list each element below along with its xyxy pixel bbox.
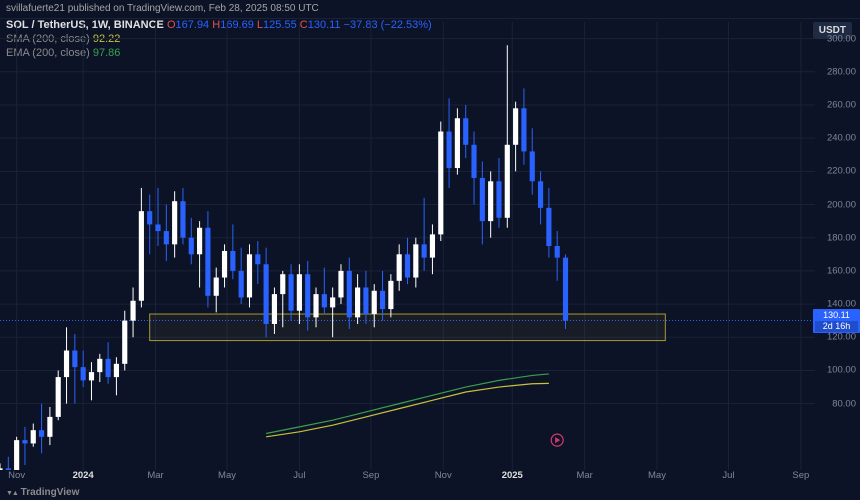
price-tick: 180.00 <box>827 232 856 243</box>
time-tick: Nov <box>435 470 452 481</box>
price-tick: 160.00 <box>827 265 856 276</box>
price-tick: 260.00 <box>827 99 856 110</box>
replay-icon <box>551 434 563 446</box>
time-tick: Jul <box>293 470 305 481</box>
price-tick: 220.00 <box>827 166 856 177</box>
price-tick: 140.00 <box>827 299 856 310</box>
time-tick: Nov <box>8 470 25 481</box>
price-tick: 240.00 <box>827 133 856 144</box>
chart-canvas[interactable] <box>0 22 815 470</box>
time-axis[interactable]: Nov 2024 Mar May Jul Sep Nov 2025 Mar May Jul Sep <box>0 470 815 484</box>
price-tick: 300.00 <box>827 33 856 44</box>
price-tick: 200.00 <box>827 199 856 210</box>
price-tick: 100.00 <box>827 365 856 376</box>
time-tick: May <box>218 470 236 481</box>
tradingview-logo[interactable]: ▼▲ TradingView <box>6 487 79 498</box>
price-tick: 80.00 <box>832 398 856 409</box>
time-tick: May <box>648 470 666 481</box>
price-tick: 280.00 <box>827 66 856 77</box>
time-tick: 2024 <box>73 470 94 481</box>
price-axis[interactable]: 80.00 100.00 120.00 140.00 160.00 180.00 200.0… <box>815 22 860 470</box>
price-tick: 120.00 <box>827 332 856 343</box>
time-tick: Mar <box>147 470 163 481</box>
chart-root: svillafuerte21 published on TradingView.… <box>0 0 860 500</box>
time-tick: Jul <box>722 470 734 481</box>
time-tick: Sep <box>362 470 379 481</box>
time-tick: 2025 <box>502 470 523 481</box>
publish-info: svillafuerte21 published on TradingView.… <box>0 0 860 19</box>
time-tick: Mar <box>576 470 592 481</box>
time-tick: Sep <box>792 470 809 481</box>
last-price-tag: 130.112d 16h <box>813 309 860 333</box>
